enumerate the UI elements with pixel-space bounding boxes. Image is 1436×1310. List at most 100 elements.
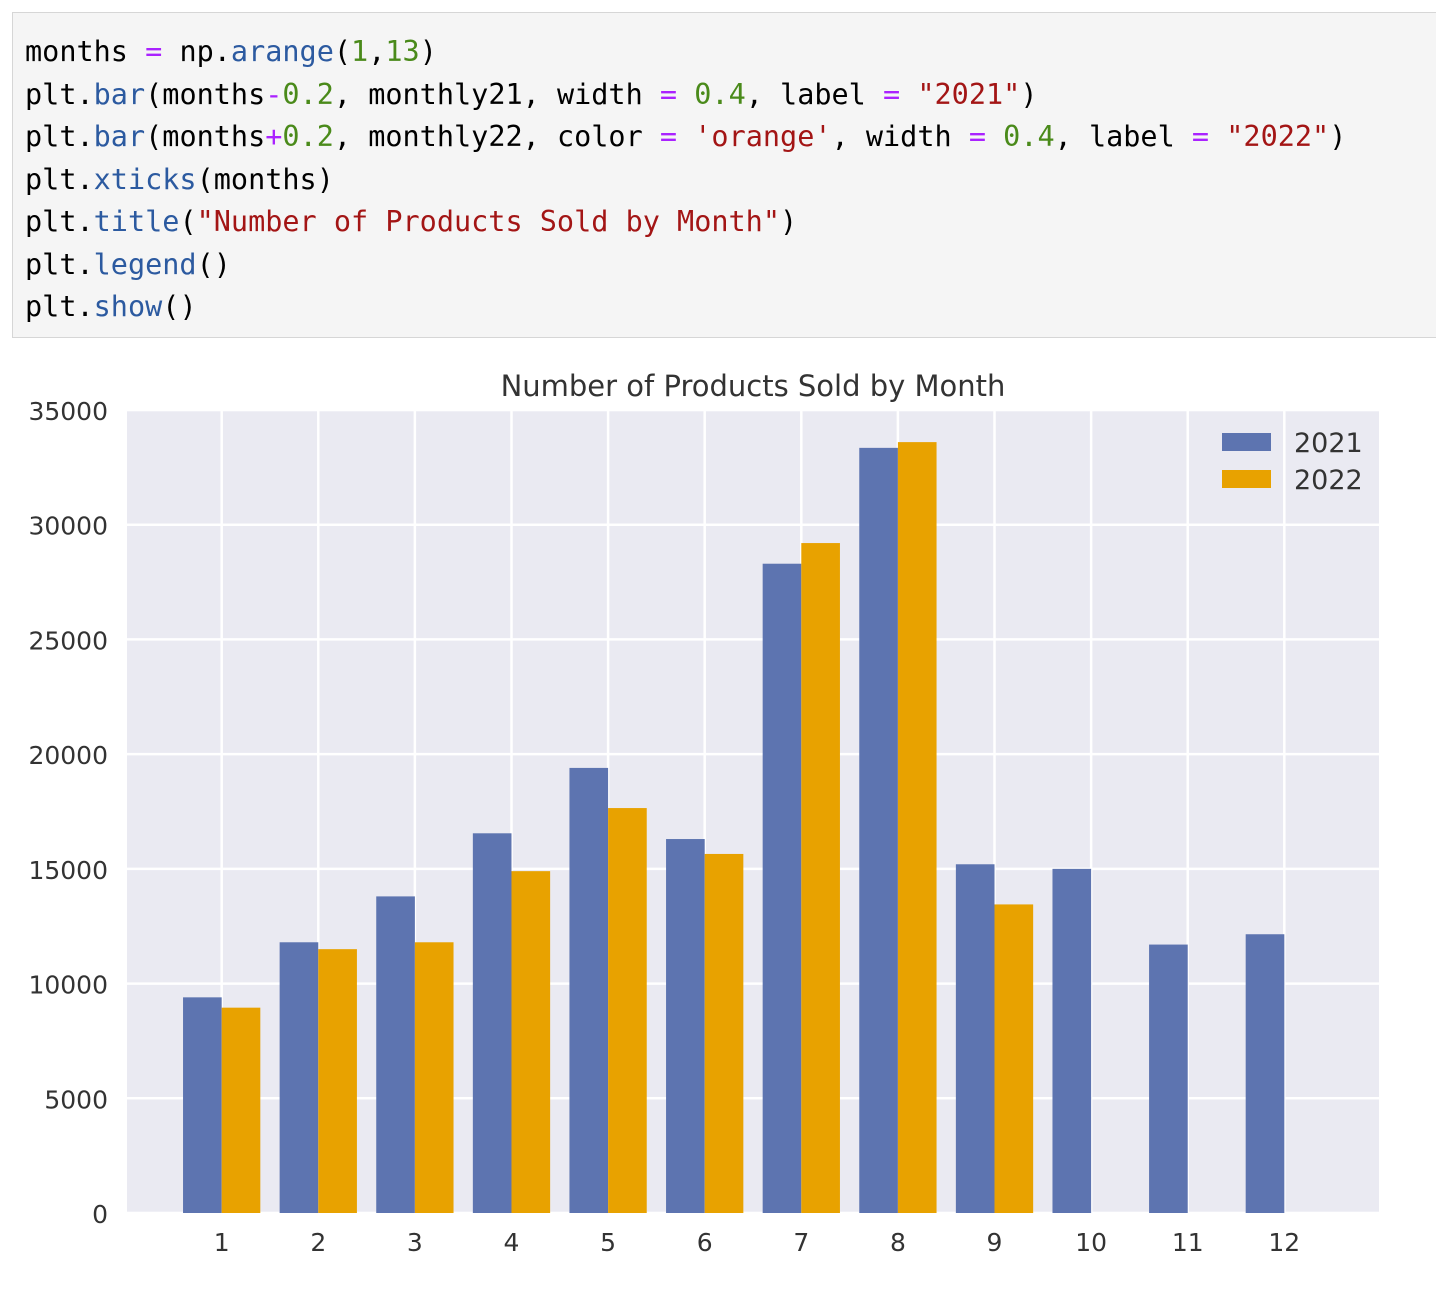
code-token: plt. [25, 290, 94, 323]
code-token: title [93, 205, 180, 238]
y-tick-label: 20000 [28, 741, 108, 770]
code-token: = [883, 77, 901, 111]
x-tick-label: 5 [600, 1228, 616, 1257]
bar-2021-month-12 [1245, 934, 1285, 1213]
y-tick-label: 5000 [44, 1085, 108, 1114]
x-tick-label: 12 [1268, 1228, 1300, 1257]
legend-label-2022: 2022 [1294, 465, 1363, 496]
bar-2022-month-9 [994, 904, 1034, 1213]
x-tick-labels: 1 2 3 4 5 6 7 8 9 10 11 12 [214, 1228, 1301, 1257]
code-token: = [659, 77, 678, 111]
code-token: arange [230, 35, 334, 68]
code-token: ( [179, 205, 197, 238]
code-token: ) [780, 205, 798, 238]
code-line: plt.bar(months-0.2, monthly21, width = 0… [25, 74, 1436, 117]
legend-label-2021: 2021 [1294, 428, 1363, 459]
code-token: months [25, 35, 146, 68]
code-token: , label [745, 77, 884, 111]
code-token: legend [93, 247, 197, 281]
code-token: ) [419, 35, 437, 68]
code-token [677, 78, 694, 111]
y-tick-label: 25000 [28, 626, 108, 655]
chart-title: Number of Products Sold by Month [501, 369, 1006, 403]
code-line: plt.bar(months+0.2, monthly22, color = '… [25, 116, 1436, 159]
code-token: plt. [25, 247, 94, 281]
bar-2021-month-11 [1149, 944, 1188, 1213]
code-token: = [659, 120, 678, 153]
code-token: , label [1054, 120, 1192, 153]
x-tick-label: 11 [1172, 1228, 1204, 1257]
legend: 2021 2022 [1222, 428, 1363, 496]
y-tick-label: 10000 [28, 971, 108, 1000]
bar-2022-month-7 [801, 543, 840, 1213]
bar-2022-month-8 [897, 442, 937, 1213]
code-token: = [968, 120, 986, 153]
bar-2021-month-9 [955, 864, 995, 1213]
bar-2021-month-5 [569, 767, 609, 1213]
code-token: = [1191, 120, 1210, 153]
code-token: = [145, 35, 163, 68]
y-tick-label: 0 [92, 1200, 108, 1229]
legend-swatch-2022 [1222, 470, 1271, 488]
bar-2022-month-6 [704, 853, 744, 1213]
x-tick-label: 10 [1075, 1228, 1107, 1257]
code-token: bar [93, 120, 146, 153]
code-token: "2021" [917, 77, 1021, 111]
code-token: ) [1329, 120, 1347, 153]
bars [183, 442, 1285, 1213]
code-cell[interactable]: months = np.arange(1,13) plt.bar(months-0… [12, 12, 1436, 338]
code-token: show [93, 290, 163, 323]
code-token: - [265, 77, 283, 111]
code-token: xticks [93, 162, 197, 196]
code-token: 0.2 [282, 77, 334, 111]
bar-2021-month-4 [472, 833, 512, 1213]
code-line: plt.show() [25, 286, 1436, 329]
code-token: 'orange' [694, 120, 832, 153]
code-token: plt. [25, 120, 94, 153]
x-tick-label: 7 [793, 1228, 809, 1257]
code-token [677, 120, 694, 153]
bar-2021-month-8 [859, 447, 898, 1213]
code-token: plt. [25, 162, 94, 196]
x-tick-label: 8 [890, 1228, 906, 1257]
x-tick-label: 4 [504, 1228, 520, 1257]
code-token: bar [93, 77, 146, 111]
bar-2022-month-2 [318, 949, 357, 1213]
code-token: ) [1020, 77, 1038, 111]
x-tick-label: 6 [697, 1228, 713, 1257]
y-tick-label: 30000 [28, 512, 108, 541]
y-tick-label: 15000 [28, 856, 108, 885]
x-tick-label: 2 [310, 1228, 326, 1257]
code-line: months = np.arange(1,13) [25, 31, 1436, 74]
code-line: plt.legend() [25, 244, 1436, 287]
code-token: 0.4 [694, 77, 746, 111]
code-token: , [368, 35, 386, 68]
bar-2021-month-6 [666, 839, 705, 1213]
legend-swatch-2021 [1222, 433, 1271, 451]
code-token: (months) [196, 162, 334, 196]
code-token: , width [831, 120, 969, 153]
code-token: np. [162, 35, 231, 68]
code-token: 0.4 [1003, 120, 1055, 153]
code-token: "Number of Products Sold by Month" [196, 205, 780, 238]
bar-2021-month-2 [279, 942, 319, 1213]
code-token: + [265, 120, 283, 153]
code-token [986, 120, 1003, 153]
code-token: ( [333, 35, 352, 68]
code-token: plt. [25, 205, 94, 238]
code-token: 0.2 [282, 120, 334, 153]
code-token: 1 [351, 35, 369, 68]
code-token: , monthly22, color [333, 120, 660, 153]
code-token: (months [145, 120, 266, 153]
code-line: plt.title("Number of Products Sold by Mo… [25, 201, 1436, 244]
x-tick-label: 1 [214, 1228, 230, 1257]
bar-2022-month-4 [511, 871, 551, 1213]
bar-2022-month-3 [414, 942, 454, 1213]
bar-2021-month-1 [183, 997, 222, 1213]
bar-2021-month-10 [1052, 868, 1092, 1213]
code-token: , monthly21, width [333, 77, 660, 111]
code-line: plt.xticks(months) [25, 159, 1436, 202]
y-tick-labels: 0 5000 10000 15000 20000 25000 30000 35000 [28, 397, 108, 1229]
